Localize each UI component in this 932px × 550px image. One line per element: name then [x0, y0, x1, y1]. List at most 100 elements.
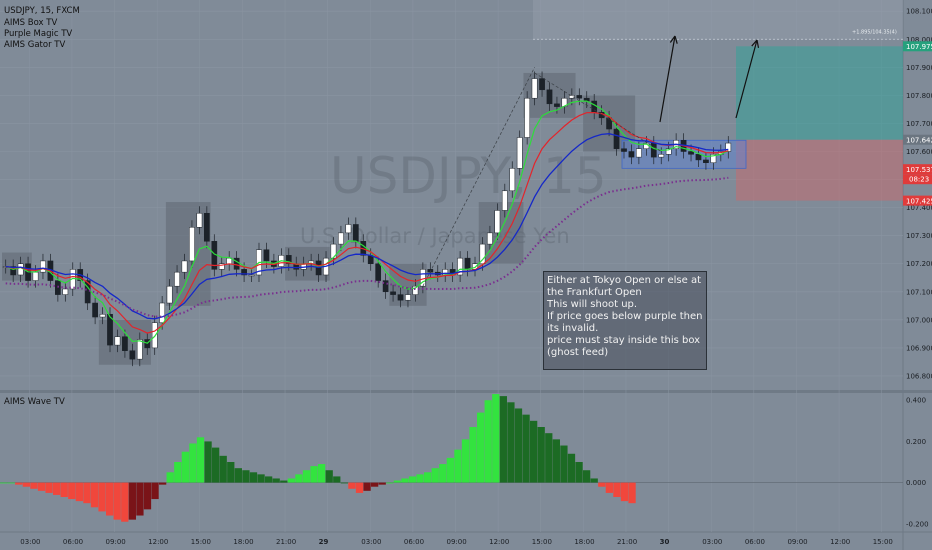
wave-bar [22, 482, 30, 487]
last-price-label-bg [903, 164, 932, 175]
price-tick-label: 107.100 [906, 288, 932, 296]
wave-bar [295, 474, 303, 483]
wave-bar [598, 482, 606, 487]
target-line-label: +1.895/104.35(4) [852, 30, 897, 36]
candle [203, 212, 210, 242]
candle [10, 266, 17, 276]
arrow-head [669, 35, 678, 44]
time-tick-label: 12:00 [830, 538, 850, 546]
candle [40, 260, 46, 273]
wave-bar [620, 482, 629, 502]
candle [196, 212, 203, 228]
wave-bar [424, 472, 432, 483]
wave-bar [249, 472, 258, 483]
candle [412, 285, 419, 295]
purple-magic-line [5, 176, 729, 318]
trend-line [422, 67, 535, 287]
wave-bar [484, 400, 492, 483]
time-tick-label: 30 [660, 538, 670, 546]
wave-bar [272, 478, 280, 483]
position-profit-zone [736, 46, 903, 140]
candle [494, 210, 501, 234]
watermark-symbol: USDJPY, 15 [330, 147, 607, 205]
pane-separator [0, 390, 932, 393]
time-tick-label: 09:00 [106, 538, 126, 546]
price-tick-label: 106.800 [906, 372, 932, 380]
candle [658, 154, 665, 158]
candle [136, 339, 143, 360]
wave-bar [7, 482, 15, 484]
wave-bar [37, 482, 46, 491]
time-tick-label: 15:00 [873, 538, 893, 546]
annotation-note[interactable]: Either at Tokyo Open or else at the Fran… [543, 271, 707, 370]
wave-bar [477, 412, 485, 483]
time-tick-label: 12:00 [489, 538, 509, 546]
candle [17, 263, 24, 276]
candle [479, 243, 486, 264]
wave-bar [30, 482, 38, 489]
wave-bar [386, 482, 394, 484]
wave-bar [136, 482, 144, 516]
wave-bar [605, 482, 613, 493]
candle [524, 97, 531, 138]
candle [263, 249, 270, 262]
wave-bar [333, 476, 341, 483]
indicator-aims-gator[interactable]: AIMS Gator TV [4, 40, 66, 50]
candle [516, 137, 523, 169]
candle [189, 227, 195, 262]
price-tick-label: 108.100 [906, 8, 932, 16]
candle [181, 260, 188, 273]
wave-bar [113, 482, 121, 520]
wave-bar [98, 482, 106, 512]
wave-bar [363, 482, 371, 491]
wave-bar [371, 482, 379, 487]
wave-bar [204, 441, 212, 483]
wave-bar [408, 476, 417, 483]
wave-bar [537, 427, 545, 483]
note-line: its invalid. [547, 323, 599, 334]
time-tick-label: 03:00 [702, 538, 722, 546]
wave-bar [151, 482, 159, 500]
wave-bar [60, 482, 68, 497]
time-tick-label: 21:00 [617, 538, 637, 546]
symbol-line[interactable]: USDJPY, 15, FXCM [4, 6, 80, 16]
indicator-purple-magic[interactable]: Purple Magic TV [4, 29, 73, 39]
wave-bar [159, 482, 167, 485]
candle [32, 271, 39, 281]
time-tick-label: 03:00 [20, 538, 40, 546]
candle [84, 280, 91, 304]
wave-bar [560, 445, 568, 483]
wave-bar [227, 462, 235, 483]
wave-bar [219, 455, 227, 483]
wave-bar [242, 470, 250, 483]
wave-bar [461, 439, 470, 483]
candle [501, 190, 508, 211]
wave-bar [121, 482, 129, 522]
time-tick-label: 21:00 [276, 538, 296, 546]
time-tick-label: 18:00 [574, 538, 594, 546]
wave-bar [355, 482, 364, 493]
note-line: Either at Tokyo Open or else at [547, 275, 702, 286]
wave-bar [439, 464, 447, 483]
wave-bar [446, 457, 454, 483]
candle [636, 148, 642, 158]
wave-bar [401, 478, 409, 483]
candle [382, 280, 389, 293]
indicator-aims-box[interactable]: AIMS Box TV [4, 18, 58, 28]
wave-bar [454, 449, 462, 483]
lower-pane-title[interactable]: AIMS Wave TV [4, 397, 65, 407]
time-tick-label: 29 [319, 538, 329, 546]
candle [166, 285, 173, 304]
time-tick-label: 15:00 [532, 538, 552, 546]
wave-bar [287, 478, 295, 483]
candle [62, 288, 69, 295]
wave-bar [552, 439, 560, 483]
countdown-label-bg [903, 174, 932, 185]
wave-bar [514, 408, 523, 483]
candle [122, 336, 128, 351]
wave-bar [302, 470, 311, 483]
candle [628, 151, 635, 158]
price-tick-label: 107.200 [906, 260, 932, 268]
wave-bar [416, 474, 424, 483]
